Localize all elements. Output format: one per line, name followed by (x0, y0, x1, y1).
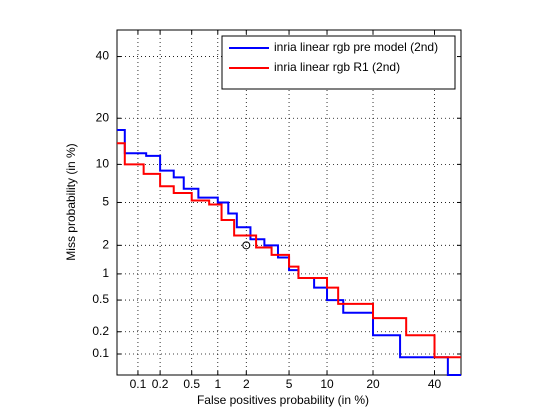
series-line (117, 129, 461, 376)
x-tick-label: 0.2 (152, 377, 169, 391)
axes-box (116, 29, 462, 376)
x-tick-label: 0.5 (183, 377, 200, 391)
x-tick-label: 20 (366, 377, 380, 391)
legend-box (221, 35, 456, 90)
y-tick-label: 0.1 (92, 346, 109, 360)
x-tick-label: 2 (243, 377, 250, 391)
x-tick-label: 10 (320, 377, 334, 391)
y-tick-label: 40 (96, 49, 110, 63)
y-tick-label: 0.2 (92, 324, 109, 338)
y-tick-label: 0.5 (92, 292, 109, 306)
y-tick-label: 1 (102, 266, 109, 280)
legend-label: inria linear rgb pre model (2nd) (274, 40, 438, 54)
x-tick-label: 5 (286, 377, 293, 391)
y-tick-label: 2 (102, 238, 109, 252)
x-tick-label: 1 (214, 377, 221, 391)
marker (242, 241, 251, 250)
y-tick-label: 5 (102, 195, 109, 209)
x-tick-label: 40 (428, 377, 442, 391)
series-line (117, 142, 461, 359)
legend-label: inria linear rgb R1 (2nd) (274, 60, 400, 74)
x-tick-label: 0.1 (130, 377, 147, 391)
y-tick-label: 10 (96, 157, 110, 171)
x-axis-label: False positives probability (in %) (197, 393, 369, 407)
y-axis-label: Miss probability (in %) (64, 143, 78, 260)
y-tick-label: 20 (96, 110, 110, 124)
